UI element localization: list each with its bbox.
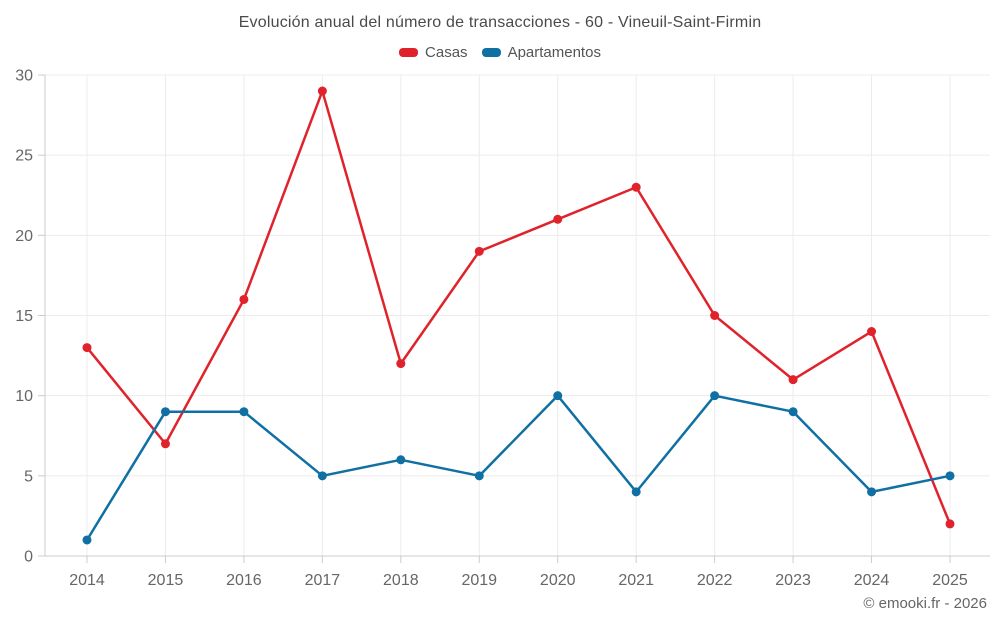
legend-swatch-casas [399,48,419,57]
data-point-casas[interactable] [867,327,877,337]
data-point-casas[interactable] [396,359,406,369]
legend-label-casas: Casas [425,44,468,61]
y-tick-label: 10 [15,388,33,405]
y-tick-label: 15 [15,308,33,325]
data-point-apartamentos[interactable] [631,487,641,497]
attribution-text: © emooki.fr - 2026 [863,595,987,612]
data-point-apartamentos[interactable] [82,535,92,545]
data-point-apartamentos[interactable] [867,487,877,497]
data-point-casas[interactable] [945,519,955,529]
chart-legend: Casas Apartamentos [0,44,1000,61]
x-tick-label: 2023 [775,572,811,589]
x-tick-label: 2024 [854,572,890,589]
x-tick-label: 2021 [618,572,654,589]
data-point-casas[interactable] [160,439,170,449]
x-tick-label: 2025 [932,572,968,589]
legend-item-apartamentos[interactable]: Apartamentos [481,44,601,61]
data-point-apartamentos[interactable] [396,455,406,465]
x-tick-label: 2020 [540,572,576,589]
series-line-casas [85,89,952,526]
data-point-casas[interactable] [553,214,563,224]
x-tick-label: 2019 [461,572,497,589]
data-point-apartamentos[interactable] [788,407,798,417]
x-tick-label: 2016 [226,572,262,589]
x-tick-label: 2014 [69,572,105,589]
data-point-apartamentos[interactable] [945,471,955,481]
y-tick-label: 20 [15,228,33,245]
legend-item-casas[interactable]: Casas [399,44,468,61]
x-tick-label: 2015 [148,572,184,589]
series-line-apartamentos [85,394,952,542]
data-point-casas[interactable] [317,86,327,96]
y-tick-label: 25 [15,148,33,165]
legend-label-apartamentos: Apartamentos [507,44,601,61]
chart-title: Evolución anual del número de transaccio… [238,14,762,31]
y-tick-label: 0 [24,549,33,566]
y-tick-label: 5 [24,468,33,485]
x-tick-label: 2017 [305,572,341,589]
data-point-casas[interactable] [631,182,641,192]
data-point-apartamentos[interactable] [474,471,484,481]
data-point-apartamentos[interactable] [317,471,327,481]
data-point-apartamentos[interactable] [160,407,170,417]
data-point-casas[interactable] [474,246,484,256]
data-point-apartamentos[interactable] [710,391,720,401]
data-point-casas[interactable] [82,343,92,353]
data-point-casas[interactable] [710,311,720,320]
y-tick-label: 30 [15,68,33,85]
data-point-casas[interactable] [788,375,798,385]
data-point-apartamentos[interactable] [239,407,249,417]
data-point-apartamentos[interactable] [553,391,563,401]
x-tick-label: 2018 [383,572,419,589]
data-point-casas[interactable] [239,294,249,304]
legend-swatch-apartamentos [481,48,501,57]
x-tick-label: 2022 [697,572,733,589]
